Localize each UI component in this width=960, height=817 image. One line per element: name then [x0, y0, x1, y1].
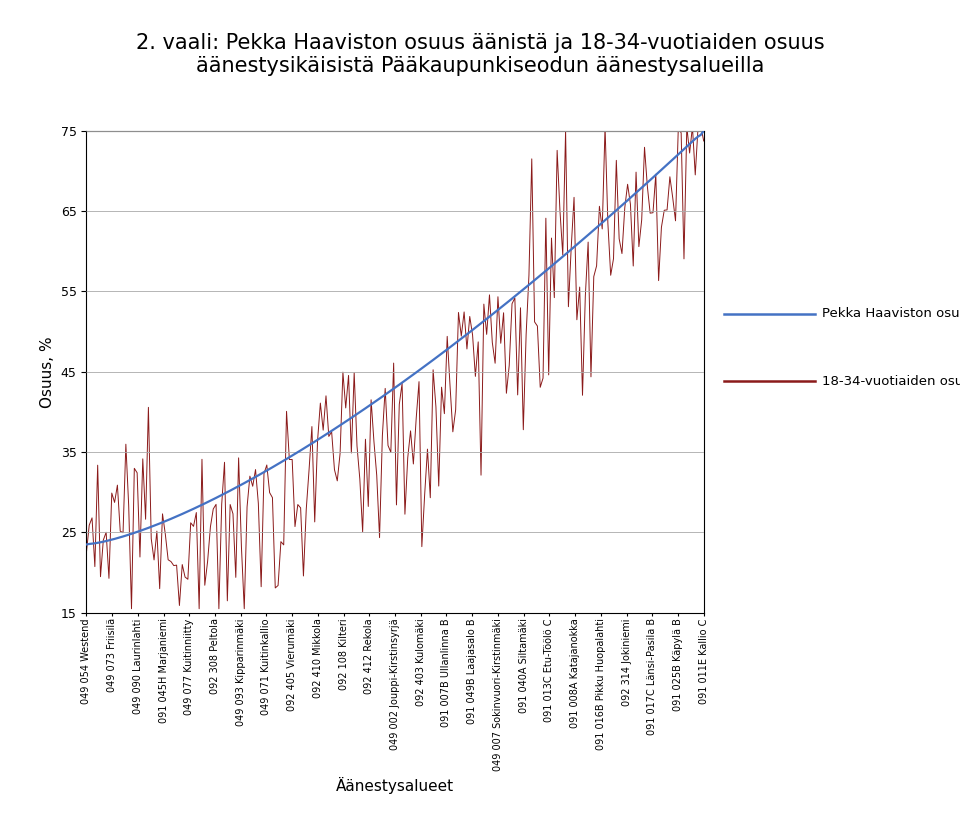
X-axis label: Äänestysalueet: Äänestysalueet [336, 777, 454, 794]
Y-axis label: Osuus, %: Osuus, % [40, 336, 55, 408]
Text: Pekka Haaviston osuus, %: Pekka Haaviston osuus, % [822, 307, 960, 320]
Text: 18-34-vuotiaiden osuus %: 18-34-vuotiaiden osuus % [822, 375, 960, 388]
Text: 2. vaali: Pekka Haaviston osuus äänistä ja 18-34-vuotiaiden osuus
äänestysikäisi: 2. vaali: Pekka Haaviston osuus äänistä … [135, 33, 825, 76]
